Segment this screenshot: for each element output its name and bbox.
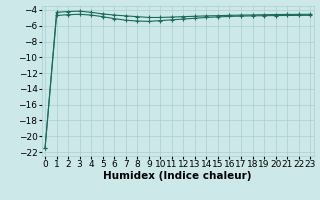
X-axis label: Humidex (Indice chaleur): Humidex (Indice chaleur) bbox=[103, 171, 252, 181]
